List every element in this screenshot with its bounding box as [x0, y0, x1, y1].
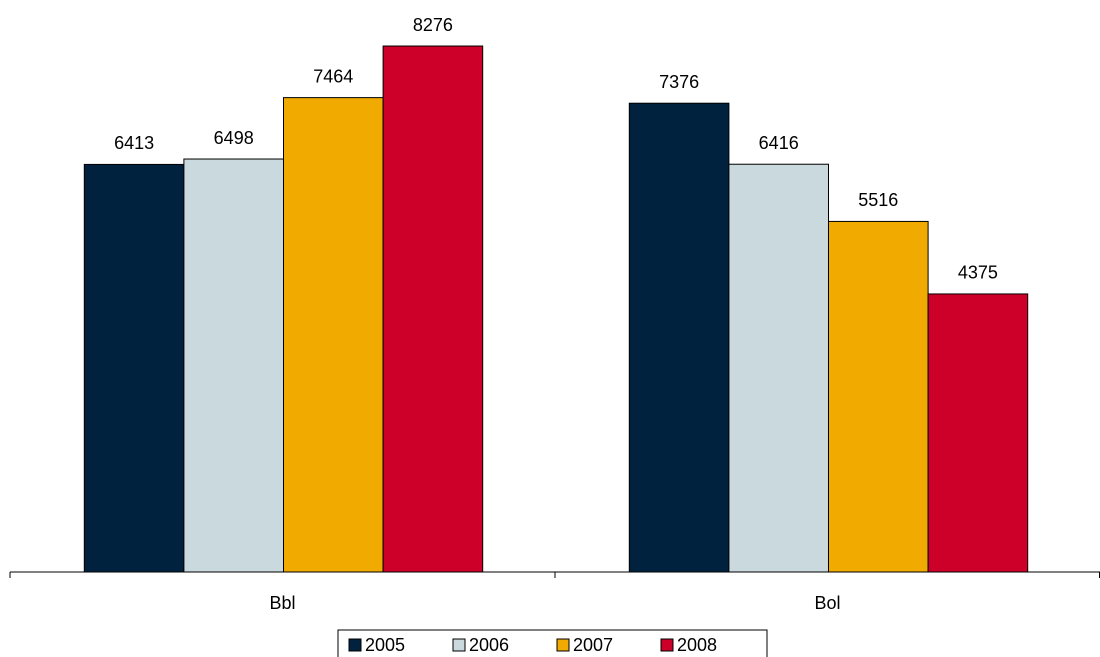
legend: [337, 629, 768, 657]
data-label: 4375: [958, 263, 998, 283]
legend-label: 2006: [469, 635, 509, 655]
legend-label: 2008: [677, 635, 717, 655]
bar: [628, 102, 730, 573]
data-label: 6498: [214, 128, 254, 148]
legend-label: 2007: [573, 635, 613, 655]
legend-label: 2005: [365, 635, 405, 655]
bar: [728, 163, 830, 573]
data-label: 6413: [114, 133, 154, 153]
bar: [828, 220, 929, 573]
data-label: 6416: [759, 133, 799, 153]
x-tick-label: Bbl: [269, 593, 295, 613]
legend-swatch: [660, 638, 674, 652]
legend-swatch: [348, 638, 362, 652]
legend-swatch: [452, 638, 466, 652]
data-label: 7464: [313, 66, 353, 86]
bar: [927, 293, 1029, 573]
x-tick-label: Bol: [814, 593, 840, 613]
bar: [283, 97, 384, 573]
legend-swatch: [556, 638, 570, 652]
bar: [183, 158, 284, 573]
data-label: 7376: [659, 72, 699, 92]
data-label: 8276: [413, 15, 453, 35]
bar: [382, 45, 484, 573]
bar: [83, 163, 185, 573]
data-label: 5516: [858, 190, 898, 210]
